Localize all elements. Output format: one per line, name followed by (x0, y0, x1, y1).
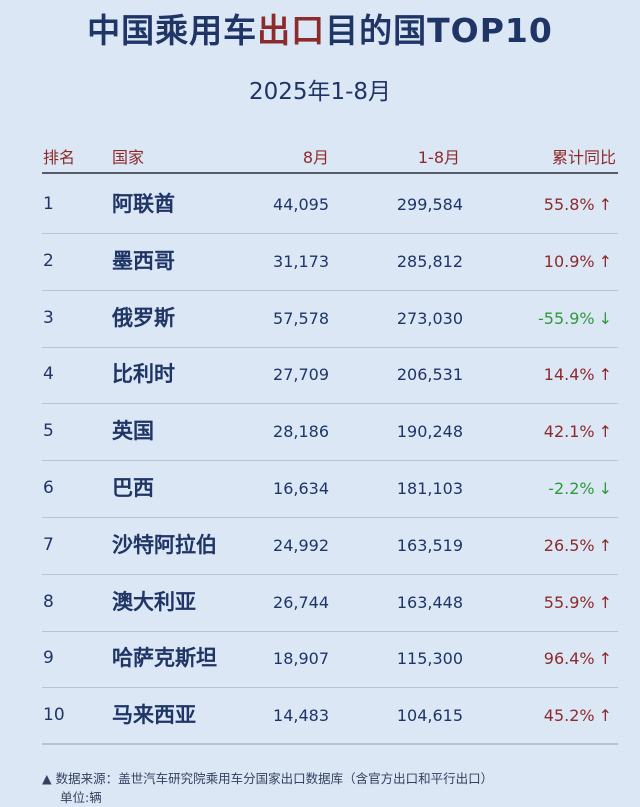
header-august: 8月 (302, 148, 329, 167)
yoy-value: 55.9% (543, 592, 595, 612)
rank-cell: 6 (43, 478, 54, 498)
table-row: 2 墨西哥 31,173 285,812 10.9% ↑ (42, 233, 618, 291)
page-title: 中国乘用车出口目的国TOP10 (0, 4, 640, 52)
arrow-down-icon: ↓ (598, 308, 612, 328)
table-row: 1 阿联酋 44,095 299,584 55.8% ↑ (42, 176, 618, 234)
august-cell: 27,709 (273, 365, 329, 385)
yoy-value: 55.8% (543, 195, 595, 214)
header-divider (42, 172, 618, 174)
yoy-cell: -55.9% ↓ (538, 290, 612, 347)
rank-cell: 5 (43, 421, 54, 442)
rank-cell: 10 (43, 705, 65, 726)
title-text-end: 目的国TOP10 (325, 11, 553, 50)
yoy-value: 10.9% (543, 251, 595, 271)
title-text: 中国乘用车 (87, 11, 258, 50)
arrow-up-icon: ↑ (598, 649, 612, 669)
august-cell: 18,907 (273, 649, 329, 669)
header-country: 国家 (112, 148, 145, 167)
yoy-cell: -2.2% ↓ (548, 460, 612, 517)
yoy-value: 96.4% (543, 649, 595, 669)
table-row: 7 沙特阿拉伯 24,992 163,519 26.5% ↑ (42, 517, 618, 575)
yoy-value: 14.4% (543, 365, 595, 385)
yoy-cell: 55.9% ↑ (544, 574, 612, 631)
arrow-up-icon: ↑ (598, 535, 612, 555)
rank-cell: 8 (43, 591, 54, 612)
yoy-value: -55.9% (537, 308, 595, 328)
ytd-cell: 115,300 (396, 649, 463, 669)
country-cell: 马来西亚 (112, 703, 196, 728)
subtitle-period: 2025年1-8月 (248, 79, 392, 105)
rank-cell: 4 (43, 364, 54, 385)
country-cell: 哈萨克斯坦 (112, 646, 217, 671)
yoy-cell: 14.4% ↑ (544, 346, 612, 403)
yoy-cell: 42.1% ↑ (544, 403, 612, 460)
title-highlight: 出口 (257, 11, 326, 50)
rank-cell: 2 (43, 250, 54, 271)
arrow-up-icon: ↑ (598, 706, 612, 726)
ytd-cell: 181,103 (396, 479, 463, 498)
august-cell: 28,186 (273, 422, 329, 442)
august-cell: 44,095 (273, 195, 329, 214)
yoy-value: -2.2% (548, 479, 595, 498)
arrow-up-icon: ↑ (598, 592, 612, 612)
table-row: 6 巴西 16,634 181,103 -2.2% ↓ (42, 460, 618, 518)
ytd-cell: 273,030 (396, 308, 463, 328)
table-row: 8 澳大利亚 26,744 163,448 55.9% ↑ (42, 574, 618, 632)
ytd-cell: 104,615 (396, 706, 463, 726)
ytd-cell: 163,448 (396, 592, 463, 612)
august-cell: 24,992 (273, 535, 329, 555)
header-ytd: 1-8月 (417, 148, 460, 167)
country-cell: 沙特阿拉伯 (112, 532, 217, 557)
unit-note: 单位:辆 (60, 790, 102, 805)
yoy-value: 42.1% (543, 422, 595, 442)
arrow-up-icon: ↑ (598, 251, 612, 271)
table-row: 5 英国 28,186 190,248 42.1% ↑ (42, 403, 618, 462)
table-row: 10 马来西亚 14,483 104,615 45.2% ↑ (42, 687, 618, 746)
country-cell: 比利时 (112, 362, 175, 387)
yoy-cell: 96.4% ↑ (544, 630, 612, 687)
country-cell: 阿联酋 (112, 192, 175, 216)
ytd-cell: 285,812 (396, 251, 463, 271)
table-row: 9 哈萨克斯坦 18,907 115,300 96.4% ↑ (42, 630, 618, 689)
rank-cell: 9 (43, 648, 54, 669)
ytd-cell: 190,248 (396, 422, 463, 442)
rank-cell: 7 (43, 534, 54, 555)
arrow-up-icon: ↑ (598, 365, 612, 385)
country-cell: 澳大利亚 (112, 589, 196, 614)
header-rank: 排名 (43, 148, 76, 167)
august-cell: 57,578 (273, 308, 329, 328)
country-cell: 巴西 (112, 476, 154, 500)
august-cell: 16,634 (273, 479, 329, 498)
arrow-down-icon: ↓ (598, 479, 612, 498)
yoy-cell: 10.9% ↑ (544, 233, 612, 290)
rank-cell: 1 (43, 194, 54, 214)
yoy-cell: 26.5% ↑ (544, 517, 612, 574)
august-cell: 31,173 (273, 251, 329, 271)
yoy-value: 45.2% (543, 706, 595, 726)
header-yoy: 累计同比 (551, 148, 616, 167)
country-cell: 墨西哥 (112, 248, 175, 273)
ytd-cell: 206,531 (396, 365, 463, 385)
country-cell: 英国 (112, 419, 154, 444)
yoy-value: 26.5% (543, 535, 595, 555)
table-row: 3 俄罗斯 57,578 273,030 -55.9% ↓ (42, 290, 618, 348)
table-row: 4 比利时 27,709 206,531 14.4% ↑ (42, 346, 618, 405)
august-cell: 26,744 (273, 592, 329, 612)
ytd-cell: 299,584 (396, 195, 463, 214)
yoy-cell: 55.8% ↑ (544, 176, 612, 233)
ytd-cell: 163,519 (396, 535, 463, 555)
yoy-cell: 45.2% ↑ (544, 687, 612, 744)
rank-cell: 3 (43, 307, 54, 328)
august-cell: 14,483 (273, 706, 329, 726)
bottom-divider (42, 743, 618, 744)
country-cell: 俄罗斯 (112, 305, 175, 330)
data-source-note: ▲ 数据来源：盖世汽车研究院乘用车分国家出口数据库（含官方出口和平行出口） (42, 771, 494, 786)
arrow-up-icon: ↑ (598, 195, 612, 214)
arrow-up-icon: ↑ (598, 422, 612, 442)
